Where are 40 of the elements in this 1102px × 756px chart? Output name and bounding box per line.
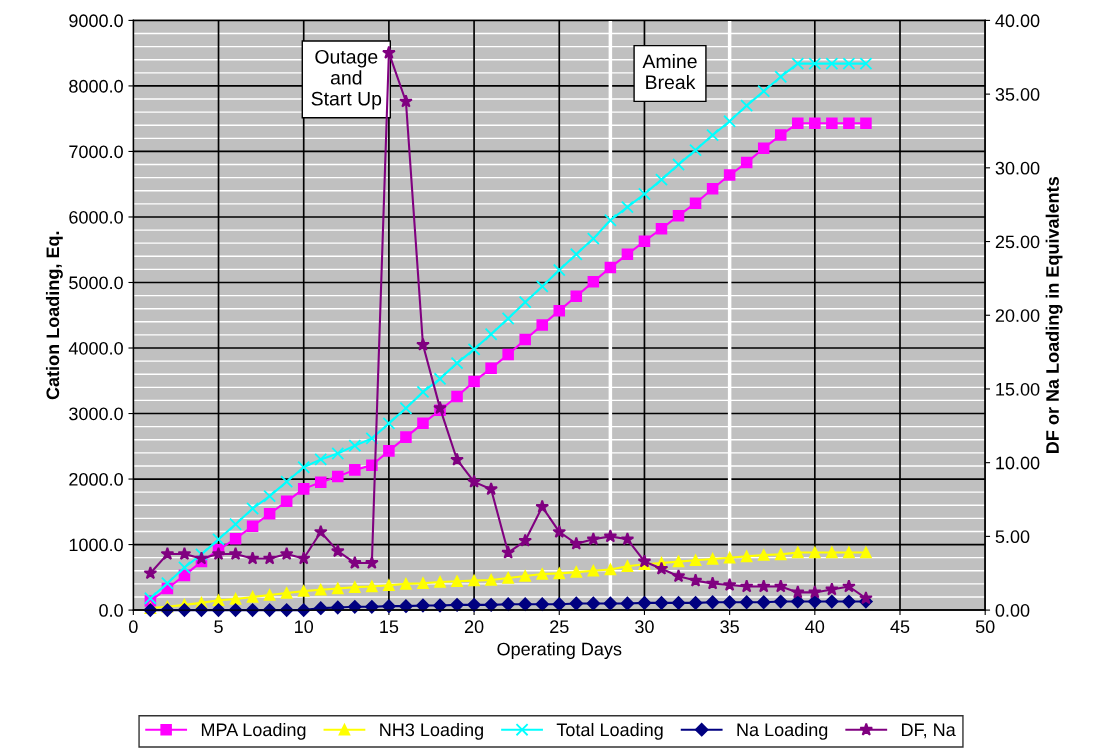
x-tick-label: 25 <box>550 620 569 634</box>
x-tick-label: 20 <box>464 620 484 634</box>
y2-tick-label: 5.00 <box>995 530 1030 544</box>
y-tick-label: 3000.0 <box>69 407 123 421</box>
y-tick-label: 4000.0 <box>68 341 123 355</box>
y2-tick-label: 35.00 <box>995 88 1040 101</box>
y-tick-label: 5000.0 <box>69 276 123 290</box>
legend-label: Na Loading <box>737 722 828 740</box>
y-tick-label: 1000.0 <box>69 538 123 552</box>
legend-label: NH3 Loading <box>380 722 483 740</box>
y2-tick-label: 0.00 <box>995 604 1030 617</box>
x-tick-label: 0 <box>129 620 138 634</box>
y2-tick-label: 15.00 <box>996 382 1040 396</box>
y-tick-label: 6000.0 <box>69 210 123 224</box>
annotation: Amine Break <box>642 53 697 90</box>
legend-label: DF, Na <box>902 723 956 739</box>
x-axis-title: Operating Days <box>497 642 622 660</box>
y2-tick-label: 20.00 <box>995 309 1040 322</box>
y-tick-label: 8000.0 <box>69 79 123 93</box>
y-axis-title: Cation Loading, Eq. <box>45 231 63 400</box>
x-tick-label: 35 <box>720 620 739 634</box>
x-tick-label: 5 <box>214 620 223 634</box>
y-tick-label: 2000.0 <box>69 472 123 486</box>
y-tick-label: 0.0 <box>99 604 123 617</box>
y2-axis-title: DF or Na Loading in Equivalents <box>1045 177 1063 453</box>
y2-tick-label: 10.00 <box>996 456 1040 470</box>
x-tick-label: 30 <box>635 620 654 634</box>
x-tick-label: 45 <box>890 620 910 634</box>
annotation: Outage and Start Up <box>311 49 382 110</box>
x-tick-label: 40 <box>805 620 825 634</box>
y2-tick-label: 25.00 <box>995 235 1040 249</box>
y2-tick-label: 40.00 <box>995 14 1040 28</box>
x-tick-label: 10 <box>295 620 314 634</box>
y2-tick-label: 30.00 <box>995 161 1040 175</box>
legend-label: MPA Loading <box>201 722 306 740</box>
x-tick-label: 50 <box>975 620 995 634</box>
y-tick-label: 9000.0 <box>69 14 123 28</box>
y-tick-label: 7000.0 <box>69 145 123 159</box>
legend-label: Total Loading <box>556 722 663 740</box>
x-tick-label: 15 <box>380 620 399 634</box>
